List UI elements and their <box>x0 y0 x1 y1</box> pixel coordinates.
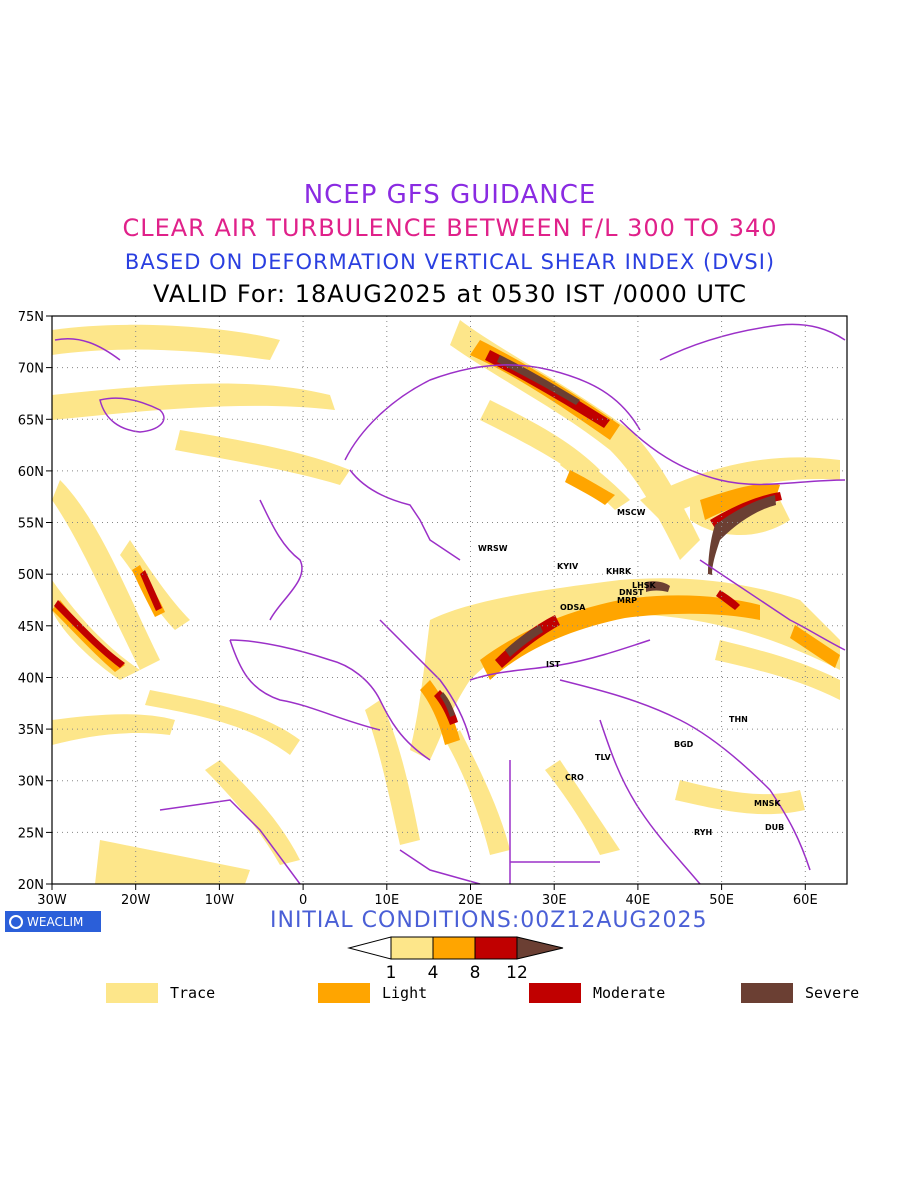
lon-label: 50E <box>709 893 734 908</box>
city-label: CRO <box>565 773 584 782</box>
colorbar: 1 4 8 12 <box>347 936 564 983</box>
colorbar-lower-arrow <box>347 936 392 960</box>
country-boundaries <box>54 323 846 884</box>
city-label: DNST <box>619 588 644 597</box>
colorbar-light-segment <box>432 936 476 960</box>
city-label: RYH <box>694 828 712 837</box>
turbulence-field <box>52 320 840 884</box>
city-label: IST <box>546 660 561 669</box>
legend-light: Light <box>318 983 427 1003</box>
lon-label: 30W <box>37 893 67 908</box>
lon-label: 10E <box>374 893 399 908</box>
colorbar-moderate-segment <box>474 936 518 960</box>
title-line-1: NCEP GFS GUIDANCE <box>303 180 597 210</box>
tick-marks <box>46 315 806 890</box>
city-label: BGD <box>674 740 694 749</box>
legend-trace-swatch <box>106 983 158 1003</box>
lat-label: 45N <box>18 620 44 635</box>
latitude-labels: 75N 70N 65N 60N 55N 50N 45N 40N 35N 30N … <box>18 310 44 893</box>
title-line-2: CLEAR AIR TURBULENCE BETWEEN F/L 300 TO … <box>122 214 778 242</box>
colorbar-tick: 8 <box>470 963 481 983</box>
city-label: WRSW <box>478 544 508 553</box>
lat-label: 55N <box>18 517 44 532</box>
city-label: DUB <box>765 823 784 832</box>
city-label: THN <box>729 715 748 724</box>
city-label: KYIV <box>557 562 579 571</box>
city-label: KHRK <box>606 567 632 576</box>
city-label: MRP <box>617 596 637 605</box>
lat-label: 20N <box>18 878 44 893</box>
lat-label: 35N <box>18 723 44 738</box>
lon-label: 60E <box>793 893 818 908</box>
legend-light-label: Light <box>382 984 428 1002</box>
city-label: ODSA <box>560 603 586 612</box>
legend-moderate-label: Moderate <box>593 984 666 1002</box>
longitude-labels: 30W 20W 10W 0 10E 20E 30E 40E 50E 60E <box>37 893 817 908</box>
initial-conditions-label: INITIAL CONDITIONS:00Z12AUG2025 <box>270 908 708 933</box>
city-label: MSCW <box>617 508 646 517</box>
city-labels: MSCW WRSW KYIV KHRK LHSK DNST MRP ODSA I… <box>478 508 784 837</box>
colorbar-tick: 12 <box>506 963 528 983</box>
legend-severe: Severe <box>741 983 859 1003</box>
city-label: MNSK <box>754 799 781 808</box>
legend-moderate: Moderate <box>529 983 665 1003</box>
valid-time-title: VALID For: 18AUG2025 at 0530 IST /0000 U… <box>153 280 747 308</box>
lat-label: 40N <box>18 672 44 687</box>
plot-frame <box>51 315 848 885</box>
legend-trace: Trace <box>106 983 215 1003</box>
lat-label: 30N <box>18 775 44 790</box>
legend-moderate-swatch <box>529 983 581 1003</box>
legend-trace-label: Trace <box>170 984 216 1002</box>
colorbar-upper-arrow <box>516 936 564 960</box>
lat-label: 65N <box>18 413 44 428</box>
lat-label: 50N <box>18 568 44 583</box>
brand-label: WEACLIM <box>27 914 84 929</box>
lon-label: 10W <box>205 893 235 908</box>
lat-label: 75N <box>18 310 44 325</box>
colorbar-trace-segment <box>390 936 434 960</box>
weaclim-logo-icon <box>9 914 23 929</box>
legend-severe-label: Severe <box>805 984 860 1002</box>
legend-light-swatch <box>318 983 370 1003</box>
legend-severe-swatch <box>741 983 793 1003</box>
title-line-3: BASED ON DEFORMATION VERTICAL SHEAR INDE… <box>124 250 776 274</box>
lon-label: 0 <box>299 893 307 908</box>
lon-label: 30E <box>542 893 567 908</box>
lat-label: 25N <box>18 826 44 841</box>
lat-label: 60N <box>18 465 44 480</box>
lon-label: 20W <box>121 893 151 908</box>
colorbar-tick: 4 <box>428 963 439 983</box>
colorbar-tick: 1 <box>386 963 397 983</box>
city-label: TLV <box>595 753 611 762</box>
weaclim-badge: WEACLIM <box>5 911 101 932</box>
lat-label: 70N <box>18 362 44 377</box>
lon-label: 20E <box>458 893 483 908</box>
lon-label: 40E <box>626 893 651 908</box>
city-label: LHSK <box>632 581 657 590</box>
